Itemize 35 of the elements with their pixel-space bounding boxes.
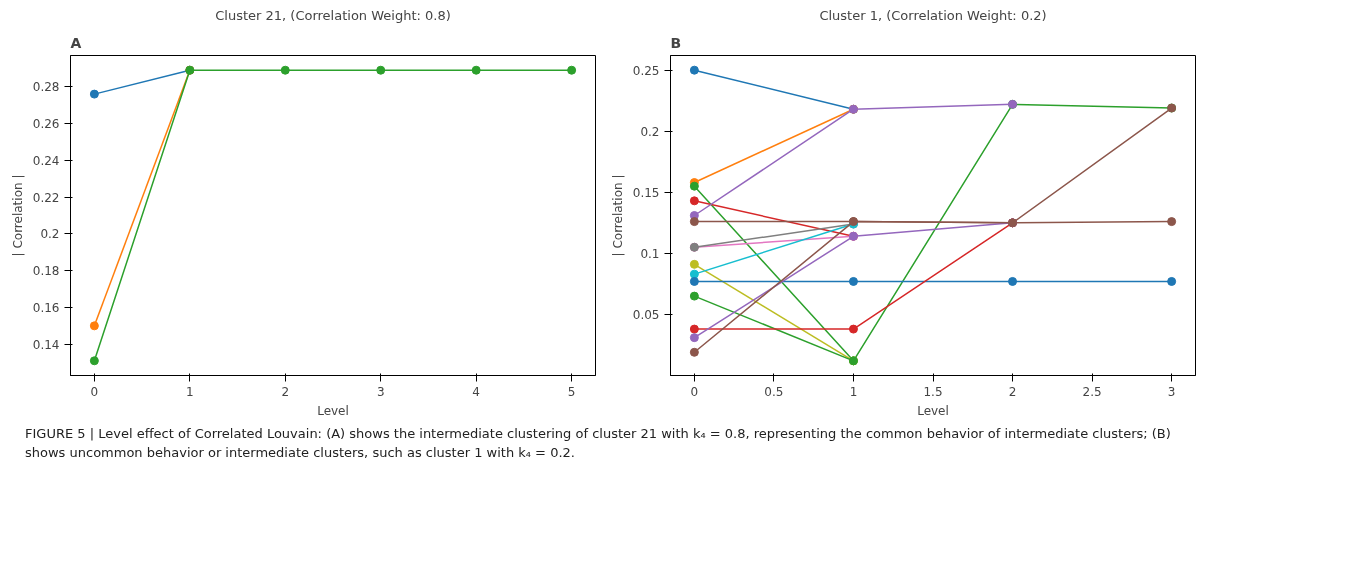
x-tick-label: 2 <box>1008 384 1017 399</box>
x-tick-label: 3 <box>376 384 385 399</box>
y-tick-label: 0.05 <box>632 307 660 322</box>
x-tick-label: 1.5 <box>923 384 943 399</box>
y-tick-label: 0.22 <box>32 190 60 205</box>
y-tick-label: 0.26 <box>32 117 60 132</box>
x-tick-label: 1 <box>186 384 194 399</box>
chart-title: Cluster 21, (Correlation Weight: 0.8) <box>215 7 451 23</box>
y-tick-label: 0.24 <box>32 153 60 168</box>
y-tick-label: 0.15 <box>632 185 660 200</box>
x-tick-label: 5 <box>567 384 576 399</box>
x-tick-label: 0 <box>690 384 699 399</box>
x-tick-label: 2.5 <box>1082 384 1102 399</box>
x-tick-label: 2 <box>281 384 290 399</box>
x-tick-label: 0.5 <box>764 384 784 399</box>
y-tick-label: 0.18 <box>32 264 60 279</box>
y-tick-label: 0.14 <box>32 337 60 352</box>
chart-title: Cluster 1, (Correlation Weight: 0.2) <box>819 7 1047 23</box>
x-axis-title: Level <box>317 403 349 418</box>
x-tick-label: 3 <box>1167 384 1176 399</box>
x-tick-label: 0 <box>90 384 99 399</box>
y-tick-label: 0.1 <box>640 246 660 261</box>
x-tick-label: 1 <box>849 384 858 399</box>
y-tick-label: 0.2 <box>40 227 60 242</box>
x-tick-label: 4 <box>472 384 481 399</box>
y-axis-title: | Correlation | <box>10 174 25 257</box>
caption: FIGURE 5 | Level effect of Correlated Louvain: (A) shows the intermediate clustering of cluster 21 with k₄ = 0.8, representing the common behavior of intermediate clusters; (B) shows uncommon behavior or intermediate clusters, such as cluster 1 with k₄ = 0.2. <box>25 425 1172 462</box>
y-tick-label: 0.2 <box>640 124 660 139</box>
text: B <box>670 34 682 51</box>
y-tick-label: 0.25 <box>632 63 660 78</box>
x-axis-title: Level <box>917 403 949 418</box>
y-axis-title: | Correlation | <box>610 174 625 257</box>
y-tick-label: 0.16 <box>32 300 60 315</box>
y-tick-label: 0.28 <box>32 80 60 95</box>
text: A <box>70 34 82 51</box>
